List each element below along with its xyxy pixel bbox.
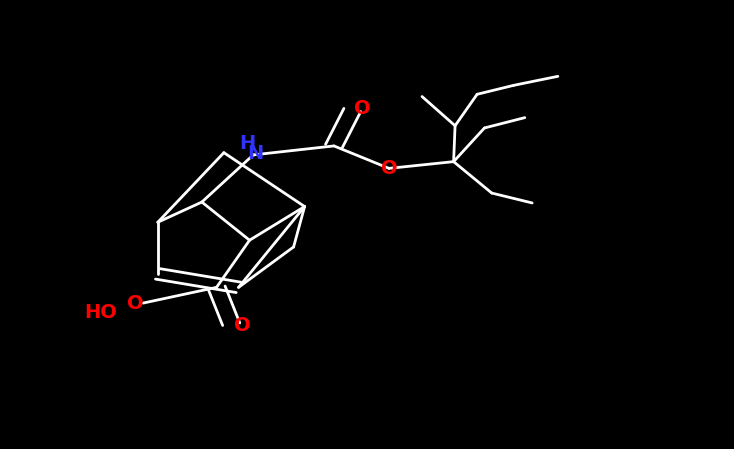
Text: O: O: [234, 316, 250, 335]
Text: O: O: [128, 294, 144, 313]
Text: HO: HO: [84, 304, 117, 322]
Text: H: H: [239, 134, 255, 153]
Text: N: N: [247, 144, 264, 163]
Text: O: O: [354, 99, 370, 118]
Text: O: O: [381, 159, 397, 178]
